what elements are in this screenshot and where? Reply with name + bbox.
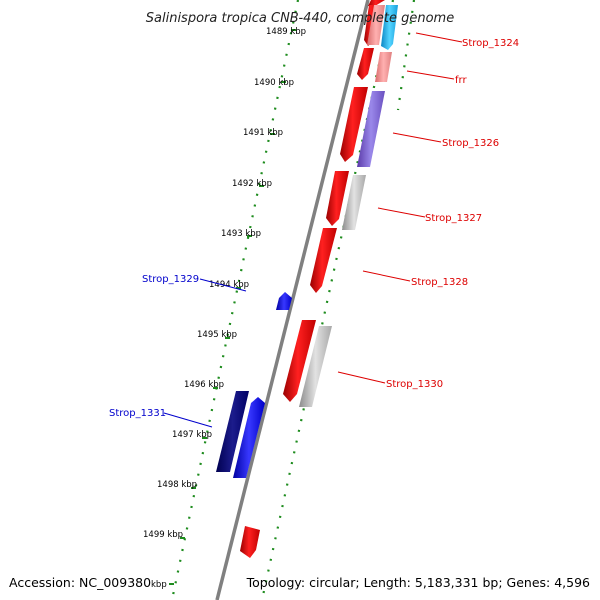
major-ticks bbox=[169, 29, 296, 585]
gene-label-strop-1328[interactable]: Strop_1328 bbox=[411, 277, 468, 288]
tick-ring-right bbox=[396, 0, 416, 111]
cds-feature-strop-1326 bbox=[357, 91, 385, 167]
gene-feature-strop-1330 bbox=[283, 320, 316, 402]
map-title: Salinispora tropica CNB-440, complete ge… bbox=[146, 11, 454, 26]
kbp-label: 1498 kbp bbox=[157, 480, 197, 490]
genome-backbone bbox=[215, 0, 370, 600]
kbp-label: 1497 kbp bbox=[172, 430, 212, 440]
gene-feature-strop-1327 bbox=[326, 171, 349, 226]
cds-feature-strop-1327 bbox=[342, 175, 366, 230]
gene-label-strop-1324[interactable]: Strop_1324 bbox=[462, 38, 519, 49]
kbp-label: 1493 kbp bbox=[221, 229, 261, 239]
gene-feature-strop-1331 bbox=[233, 397, 265, 478]
genome-summary-text: Topology: circular; Length: 5,183,331 bp… bbox=[246, 575, 590, 590]
gene-label-strop-1330[interactable]: Strop_1330 bbox=[386, 379, 443, 390]
cds-feature-cyan bbox=[381, 5, 398, 50]
gene-feature-frr bbox=[357, 48, 374, 80]
gene-feature-bottom bbox=[240, 526, 260, 558]
label-connectors bbox=[163, 32, 463, 428]
cds-feature-strop-1324 bbox=[367, 5, 385, 45]
gene-label-strop-1331[interactable]: Strop_1331 bbox=[109, 408, 166, 419]
kbp-label: 1499 kbp bbox=[143, 530, 183, 540]
kbp-label: 1492 kbp bbox=[232, 179, 272, 189]
kbp-label: 1496 kbp bbox=[184, 380, 224, 390]
gene-feature-strop-1329 bbox=[276, 292, 292, 310]
gene-feature-strop-1326 bbox=[340, 87, 368, 162]
accession-text: Accession: NC_009380 bbox=[9, 575, 151, 590]
kbp-label: 1494 kbp bbox=[209, 280, 249, 290]
kbp-label: 1495 kbp bbox=[197, 330, 237, 340]
kbp-label: 1489 kbp bbox=[266, 27, 306, 37]
gene-label-strop-1326[interactable]: Strop_1326 bbox=[442, 138, 499, 149]
kbp-label: 1490 kbp bbox=[254, 78, 294, 88]
cds-feature-frr bbox=[375, 52, 392, 82]
gene-label-strop-1329[interactable]: Strop_1329 bbox=[142, 274, 199, 285]
gene-feature-strop-1328 bbox=[310, 228, 337, 293]
gene-label-strop-1327[interactable]: Strop_1327 bbox=[425, 213, 482, 224]
cds-feature-strop-1331 bbox=[216, 391, 249, 472]
kbp-label: 1491 kbp bbox=[243, 128, 283, 138]
gene-label-frr[interactable]: frr bbox=[455, 75, 467, 86]
kbp-label: kbp bbox=[151, 580, 167, 590]
cds-feature-strop-1330 bbox=[299, 326, 332, 407]
gene-feature-partial-top bbox=[368, 0, 385, 6]
